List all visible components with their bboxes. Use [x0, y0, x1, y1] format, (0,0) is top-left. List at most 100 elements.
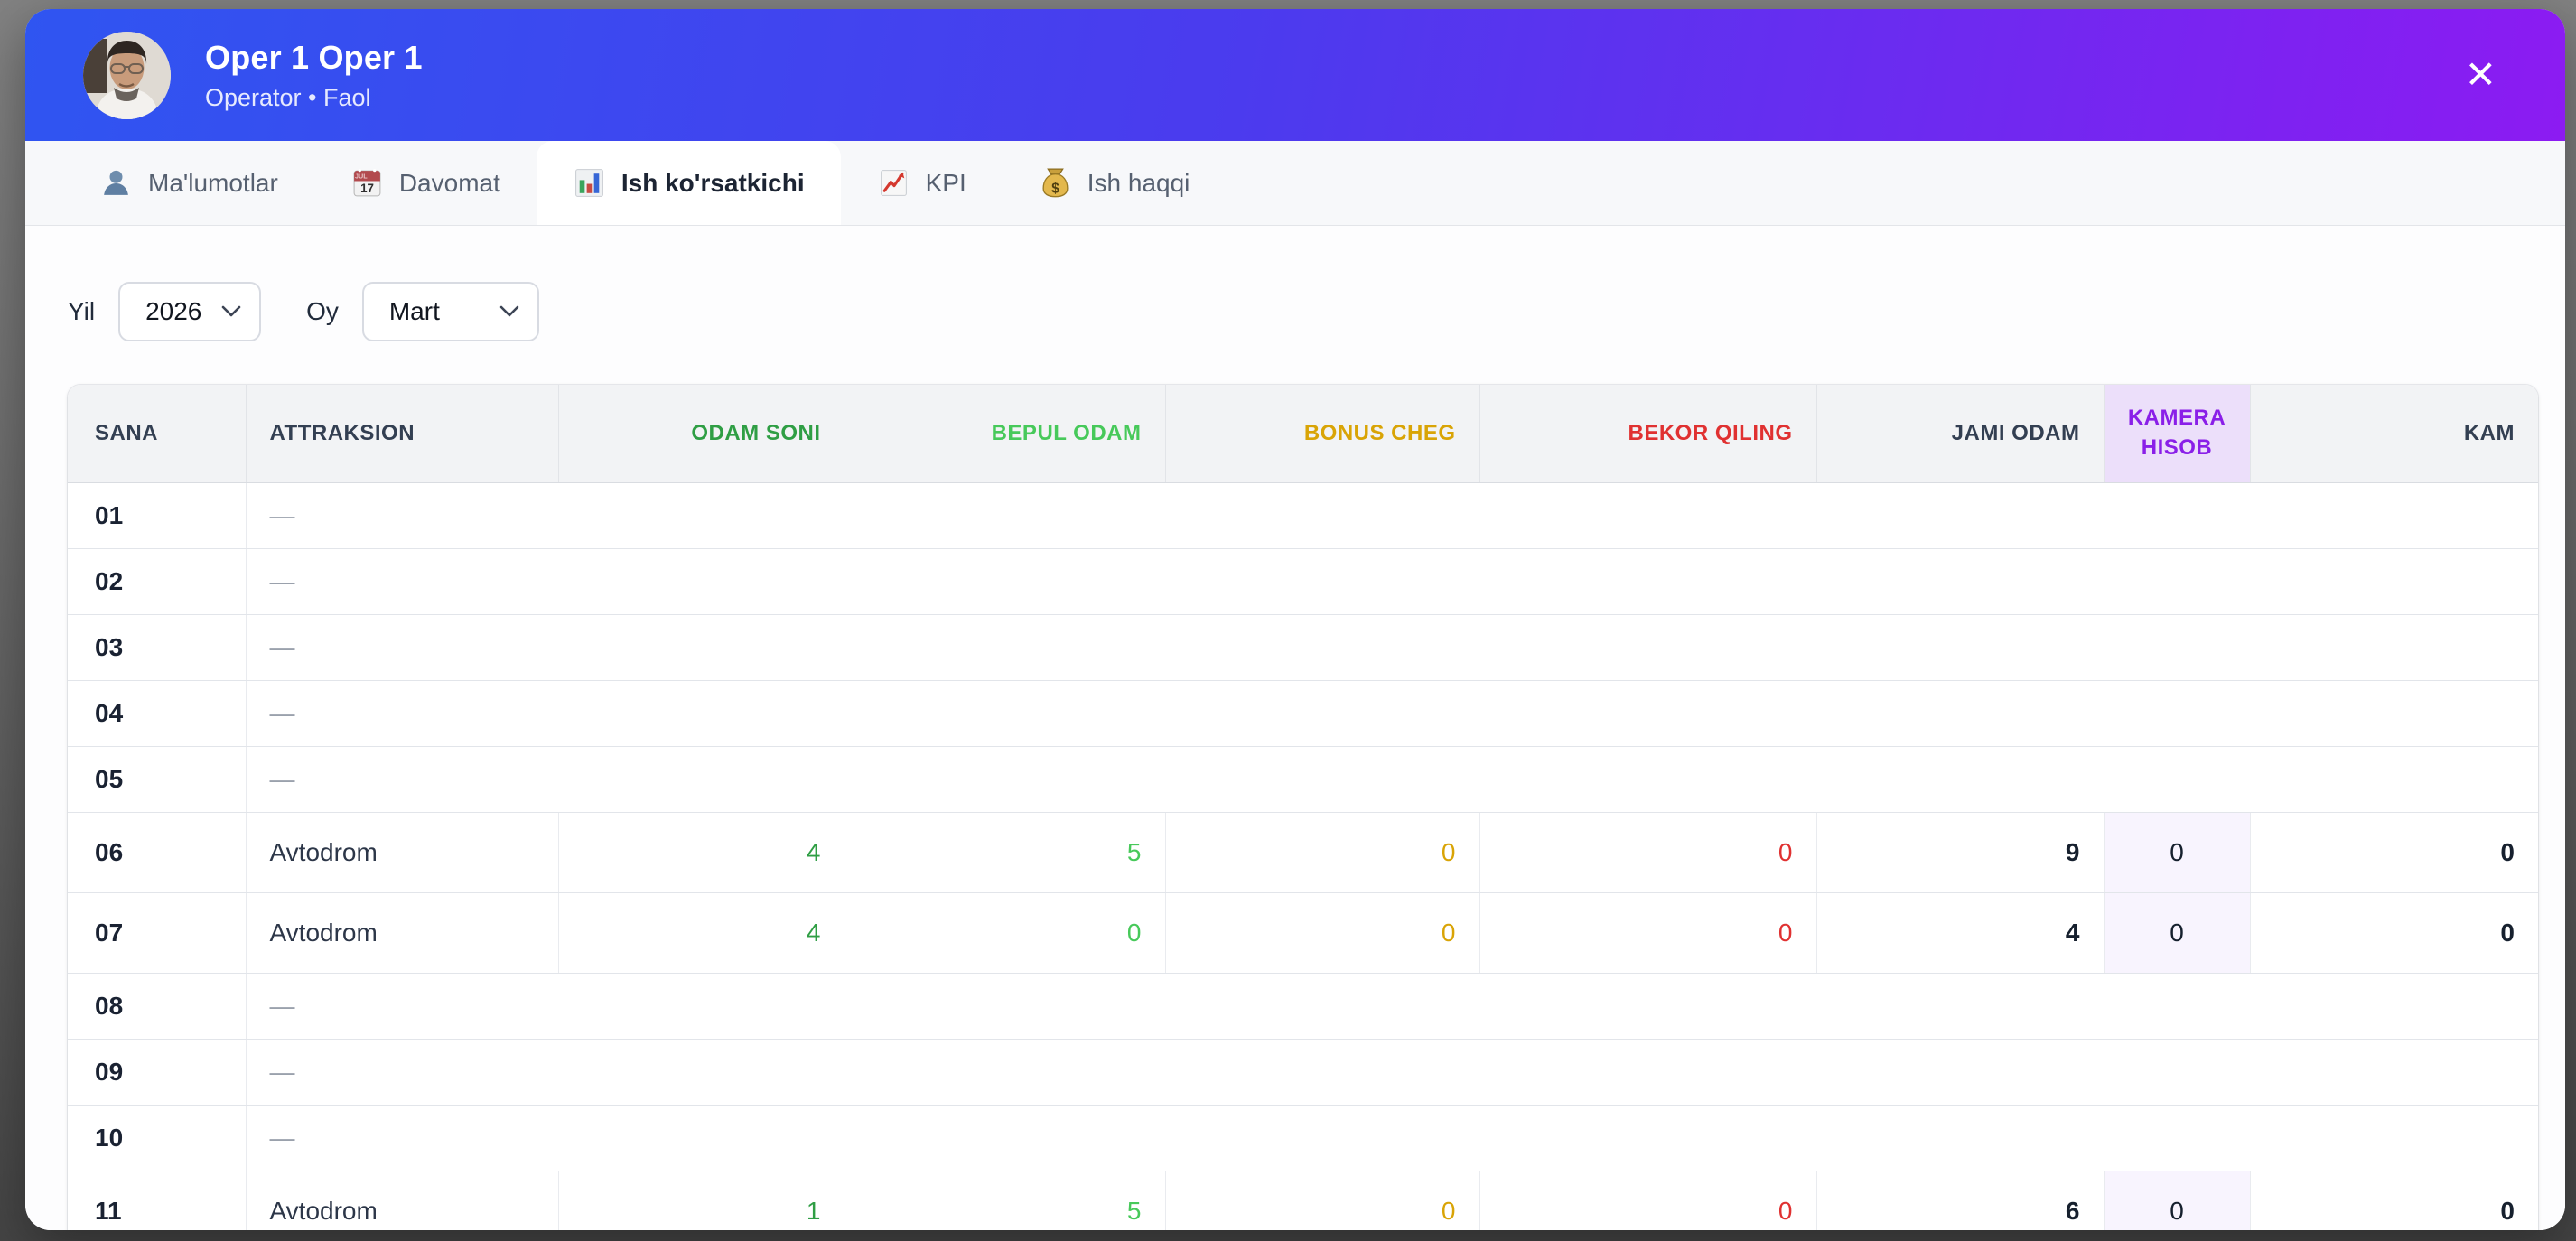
- operator-role-status: Operator • Faol: [205, 83, 371, 111]
- cell-sana: 06: [68, 812, 247, 893]
- table-row: 03—: [68, 614, 2538, 681]
- header-text: Oper 1 Oper 1 Operator • Faol: [205, 39, 423, 112]
- performance-table: SANA ATTRAKSION ODAM SONI BEPUL ODAM BONUS C…: [68, 385, 2538, 1230]
- tab-content-performance: Yil 2026 Oy Mart SANA ATTRAKSION ODAM SONI…: [25, 226, 2565, 1230]
- cell-attraksion: Avtodrom: [246, 1171, 559, 1230]
- cell-bepul_odam: 5: [845, 1171, 1166, 1230]
- cell-odam_soni: 1: [558, 1171, 845, 1230]
- tab-label: Ma'lumotlar: [148, 168, 278, 197]
- person-icon: [99, 166, 133, 200]
- performance-table-container: SANA ATTRAKSION ODAM SONI BEPUL ODAM BONUS C…: [68, 385, 2538, 1230]
- tab-ish-haqqi[interactable]: $ Ish haqqi: [1003, 141, 1227, 225]
- tab-label: KPI: [925, 168, 966, 197]
- tab-bar: Ma'lumotlar JUL 17 Davomat: [25, 141, 2565, 226]
- svg-text:JUL: JUL: [355, 172, 368, 180]
- chevron-down-icon: [499, 305, 519, 317]
- tab-label: Davomat: [398, 168, 500, 197]
- cell-sana: 09: [68, 1039, 247, 1106]
- cell-sana: 01: [68, 482, 247, 549]
- cell-bonus_cheg: 0: [1165, 1171, 1480, 1230]
- tab-ish-korsatkichi[interactable]: Ish ko'rsatkichi: [536, 141, 841, 225]
- cell-kamera_hisob: 0: [2104, 892, 2251, 974]
- close-button[interactable]: ✕: [2456, 51, 2506, 99]
- chevron-down-icon: [221, 305, 241, 317]
- tab-davomat[interactable]: JUL 17 Davomat: [314, 141, 537, 225]
- month-select-value: Mart: [388, 297, 440, 325]
- table-row: 10—: [68, 1105, 2538, 1171]
- calendar-icon: JUL 17: [350, 166, 384, 200]
- cell-bonus_cheg: 0: [1165, 892, 1480, 974]
- tab-malumotlar[interactable]: Ma'lumotlar: [63, 141, 314, 225]
- column-header-kamera_hisob: KAMERA HISOB: [2104, 385, 2251, 483]
- svg-text:17: 17: [360, 182, 374, 195]
- cell-odam_soni: 4: [558, 892, 845, 974]
- month-filter-label: Oy: [306, 297, 339, 325]
- column-header-odam_soni: ODAM SONI: [558, 385, 845, 483]
- column-header-attraksion: ATTRAKSION: [246, 385, 559, 483]
- cell-sana: 05: [68, 746, 247, 813]
- cell-sana: 08: [68, 973, 247, 1040]
- cell-bekor_qiling: 0: [1479, 812, 1817, 893]
- table-row: 02—: [68, 548, 2538, 615]
- cell-bepul_odam: 5: [845, 812, 1166, 893]
- cell-bekor_qiling: 0: [1479, 1171, 1817, 1230]
- cell-empty-placeholder: —: [246, 973, 2538, 1040]
- cell-kam: 0: [2250, 1171, 2538, 1230]
- cell-jami_odam: 6: [1816, 1171, 2105, 1230]
- cell-jami_odam: 4: [1816, 892, 2105, 974]
- year-select[interactable]: 2026: [118, 282, 262, 341]
- cell-jami_odam: 9: [1816, 812, 2105, 893]
- cell-empty-placeholder: —: [246, 482, 2538, 549]
- filters-row: Yil 2026 Oy Mart: [68, 282, 2565, 341]
- cell-empty-placeholder: —: [246, 548, 2538, 615]
- cell-bonus_cheg: 0: [1165, 812, 1480, 893]
- cell-empty-placeholder: —: [246, 1039, 2538, 1106]
- column-header-bepul_odam: BEPUL ODAM: [845, 385, 1166, 483]
- cell-sana: 11: [68, 1171, 247, 1230]
- modal-header: Oper 1 Oper 1 Operator • Faol ✕: [25, 9, 2565, 141]
- table-head: SANA ATTRAKSION ODAM SONI BEPUL ODAM BONUS C…: [68, 385, 2538, 483]
- svg-text:$: $: [1051, 181, 1059, 196]
- cell-odam_soni: 4: [558, 812, 845, 893]
- cell-kam: 0: [2250, 812, 2538, 893]
- table-row: 04—: [68, 680, 2538, 747]
- cell-sana: 07: [68, 892, 247, 974]
- column-header-bekor_qiling: BEKOR QILING: [1479, 385, 1817, 483]
- table-row: 11 Avtodrom 1 5 0 0 6 0 0: [68, 1171, 2538, 1230]
- table-row: 07 Avtodrom 4 0 0 0 4 0 0: [68, 892, 2538, 974]
- operator-name: Oper 1 Oper 1: [205, 38, 423, 76]
- cell-bepul_odam: 0: [845, 892, 1166, 974]
- avatar: [83, 31, 171, 119]
- table-row: 05—: [68, 746, 2538, 813]
- cell-sana: 04: [68, 680, 247, 747]
- cell-empty-placeholder: —: [246, 1105, 2538, 1171]
- column-header-kam: KAM: [2250, 385, 2538, 483]
- avatar-illustration: [83, 31, 171, 119]
- cell-sana: 02: [68, 548, 247, 615]
- cell-empty-placeholder: —: [246, 614, 2538, 681]
- column-header-bonus_cheg: BONUS CHEG: [1165, 385, 1480, 483]
- cell-sana: 10: [68, 1105, 247, 1171]
- cell-empty-placeholder: —: [246, 680, 2538, 747]
- cell-bekor_qiling: 0: [1479, 892, 1817, 974]
- table-body: 01—02—03—04—05—06 Avtodrom 4 5 0 0 9 0 0 07 Avtodr…: [68, 482, 2538, 1230]
- column-header-sana: SANA: [68, 385, 247, 483]
- line-chart-icon: [877, 166, 910, 200]
- bar-chart-icon: [573, 166, 606, 200]
- table-row: 01—: [68, 482, 2538, 549]
- cell-kamera_hisob: 0: [2104, 812, 2251, 893]
- cell-kam: 0: [2250, 892, 2538, 974]
- cell-sana: 03: [68, 614, 247, 681]
- table-row: 06 Avtodrom 4 5 0 0 9 0 0: [68, 812, 2538, 893]
- cell-attraksion: Avtodrom: [246, 892, 559, 974]
- table-row: 08—: [68, 973, 2538, 1040]
- tab-label: Ish ko'rsatkichi: [621, 168, 805, 197]
- month-select[interactable]: Mart: [361, 282, 539, 341]
- tab-kpi[interactable]: KPI: [841, 141, 1003, 225]
- year-select-value: 2026: [145, 297, 202, 325]
- year-filter-label: Yil: [68, 297, 96, 325]
- cell-empty-placeholder: —: [246, 746, 2538, 813]
- tab-label: Ish haqqi: [1087, 168, 1190, 197]
- column-header-jami_odam: JAMI ODAM: [1816, 385, 2105, 483]
- money-bag-icon: $: [1039, 166, 1072, 200]
